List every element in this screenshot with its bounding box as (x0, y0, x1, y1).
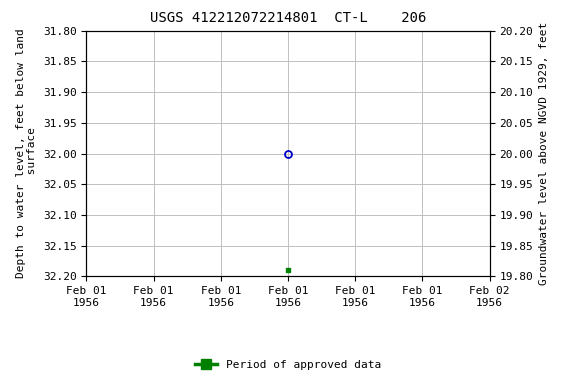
Legend: Period of approved data: Period of approved data (191, 355, 385, 374)
Title: USGS 412212072214801  CT-L    206: USGS 412212072214801 CT-L 206 (150, 12, 426, 25)
Y-axis label: Depth to water level, feet below land
 surface: Depth to water level, feet below land su… (16, 29, 37, 278)
Y-axis label: Groundwater level above NGVD 1929, feet: Groundwater level above NGVD 1929, feet (539, 22, 548, 285)
